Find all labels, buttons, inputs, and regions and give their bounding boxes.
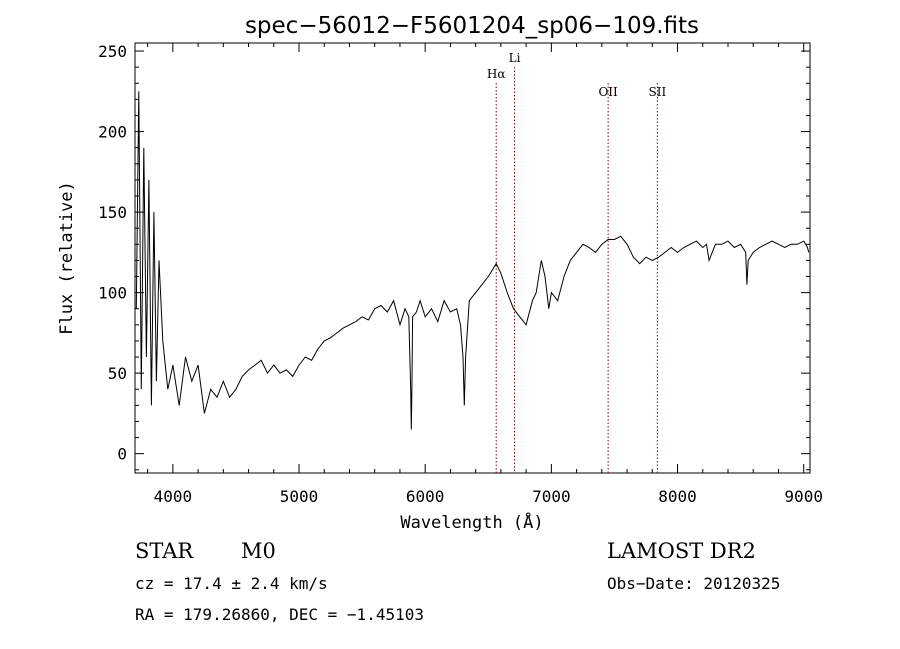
- redshift-value: cz = 17.4 ± 2.4 km/s: [135, 574, 328, 593]
- x-tick-label: 7000: [532, 487, 571, 506]
- survey-label: LAMOST DR2: [607, 539, 756, 563]
- y-tick-label: 250: [98, 42, 127, 61]
- object-class: STAR: [135, 539, 194, 563]
- y-axis-label: Flux (relative): [57, 181, 77, 335]
- spectral-line-label: OII: [598, 85, 618, 99]
- x-axis-ticks: 4000 5000 6000 7000 8000 9000: [147, 43, 823, 506]
- x-tick-label: 6000: [406, 487, 445, 506]
- coordinates: RA = 179.26860, DEC = −1.45103: [135, 605, 424, 624]
- y-tick-label: 200: [98, 123, 127, 142]
- y-tick-label: 150: [98, 203, 127, 222]
- plot-frame: [134, 42, 811, 474]
- spectrum-series-line: [135, 91, 810, 430]
- y-axis-ticks: 0 50 100 150 200 250: [98, 42, 810, 471]
- x-axis-label: Wavelength (Å): [400, 511, 543, 533]
- spectral-line-label: Li: [509, 51, 521, 65]
- x-tick-label: 5000: [280, 487, 319, 506]
- x-tick-label: 8000: [658, 487, 697, 506]
- spectral-line-label: Hα: [487, 67, 506, 81]
- x-tick-label: 9000: [784, 487, 823, 506]
- chart-title: spec−56012−F5601204_sp06−109.fits: [245, 13, 699, 39]
- spectral-subclass: M0: [241, 539, 276, 563]
- y-tick-label: 0: [117, 445, 127, 464]
- spectral-line-label: SII: [648, 85, 666, 99]
- x-tick-label: 4000: [154, 487, 193, 506]
- y-tick-label: 50: [108, 364, 127, 383]
- observation-date: Obs−Date: 20120325: [607, 574, 780, 593]
- y-tick-label: 100: [98, 284, 127, 303]
